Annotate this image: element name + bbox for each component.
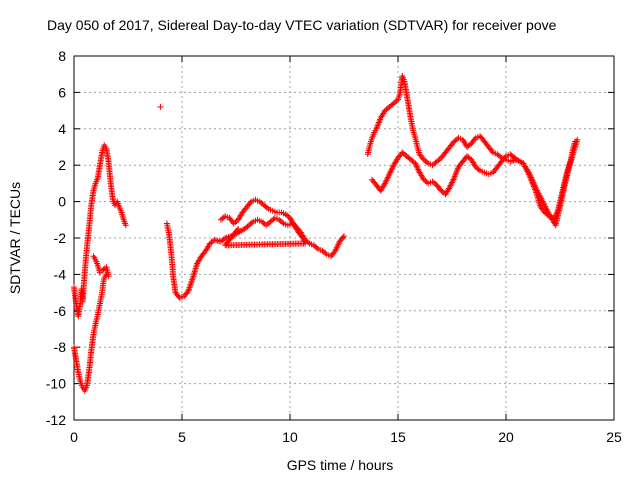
data-point xyxy=(279,219,286,226)
data-point xyxy=(501,154,508,161)
data-point xyxy=(341,233,347,240)
data-point xyxy=(488,148,495,155)
series-track-e xyxy=(364,73,579,223)
y-tick-label: -2 xyxy=(54,230,67,246)
x-tick-label: 15 xyxy=(390,429,406,445)
data-point xyxy=(532,188,539,195)
data-point xyxy=(157,103,164,110)
data-point xyxy=(467,141,473,148)
y-tick-label: 2 xyxy=(58,157,66,173)
data-point xyxy=(298,233,305,240)
data-point xyxy=(122,222,129,229)
data-point xyxy=(526,173,533,180)
data-point xyxy=(436,156,443,163)
data-point xyxy=(529,180,536,187)
data-point xyxy=(235,225,242,232)
data-point xyxy=(419,155,426,162)
x-axis-label: GPS time / hours xyxy=(287,457,394,473)
data-point xyxy=(90,253,97,260)
y-tick-label: 8 xyxy=(58,48,66,64)
y-tick-label: -12 xyxy=(46,412,66,428)
series-track-f xyxy=(369,136,581,229)
data-point xyxy=(432,181,439,188)
series-track-b xyxy=(71,253,112,394)
data-point xyxy=(234,227,241,234)
chart-title: Day 050 of 2017, Sidereal Day-to-day VTE… xyxy=(47,17,557,33)
data-point xyxy=(322,250,329,257)
x-tick-label: 10 xyxy=(282,429,298,445)
data-point xyxy=(532,186,539,193)
x-tick-label: 25 xyxy=(606,429,622,445)
y-tick-label: 0 xyxy=(58,194,66,210)
series-track-d xyxy=(217,196,309,249)
y-axis-label: SDTVAR / TECUs xyxy=(7,182,23,294)
data-point xyxy=(248,219,255,226)
data-point xyxy=(529,179,536,186)
x-tick-label: 5 xyxy=(178,429,186,445)
data-point xyxy=(263,204,270,211)
y-tick-label: -10 xyxy=(46,376,66,392)
data-point xyxy=(528,177,535,184)
data-point xyxy=(527,176,534,183)
data-point xyxy=(471,136,478,143)
data-point xyxy=(530,182,537,189)
data-point xyxy=(339,234,346,241)
x-tick-label: 0 xyxy=(70,429,78,445)
y-tick-label: 4 xyxy=(58,121,66,137)
data-point xyxy=(313,244,320,251)
data-point xyxy=(531,185,538,192)
data-point xyxy=(530,183,537,190)
data-points xyxy=(71,73,581,394)
data-point xyxy=(450,139,457,146)
data-point xyxy=(574,136,581,143)
data-point xyxy=(393,97,400,104)
y-tick-label: -6 xyxy=(54,303,67,319)
y-tick-label: -8 xyxy=(54,339,67,355)
data-point xyxy=(527,174,534,181)
data-point xyxy=(475,166,482,173)
data-point xyxy=(437,186,444,193)
data-point xyxy=(305,239,311,246)
data-point xyxy=(423,159,430,166)
data-point xyxy=(247,199,254,206)
series-track-a xyxy=(71,142,129,320)
data-point xyxy=(497,153,504,160)
data-point xyxy=(220,236,227,243)
series-track-c xyxy=(163,214,347,302)
series-isolated-point xyxy=(157,103,164,110)
y-tick-label: 6 xyxy=(58,84,66,100)
y-tick-label: -4 xyxy=(54,266,67,282)
data-point xyxy=(100,266,107,273)
axis-ticks: -12 -10 -8 -6 -4 -2 0 2 4 6 8 0 5 10 15 20 25 xyxy=(46,48,622,445)
x-tick-label: 20 xyxy=(498,429,514,445)
